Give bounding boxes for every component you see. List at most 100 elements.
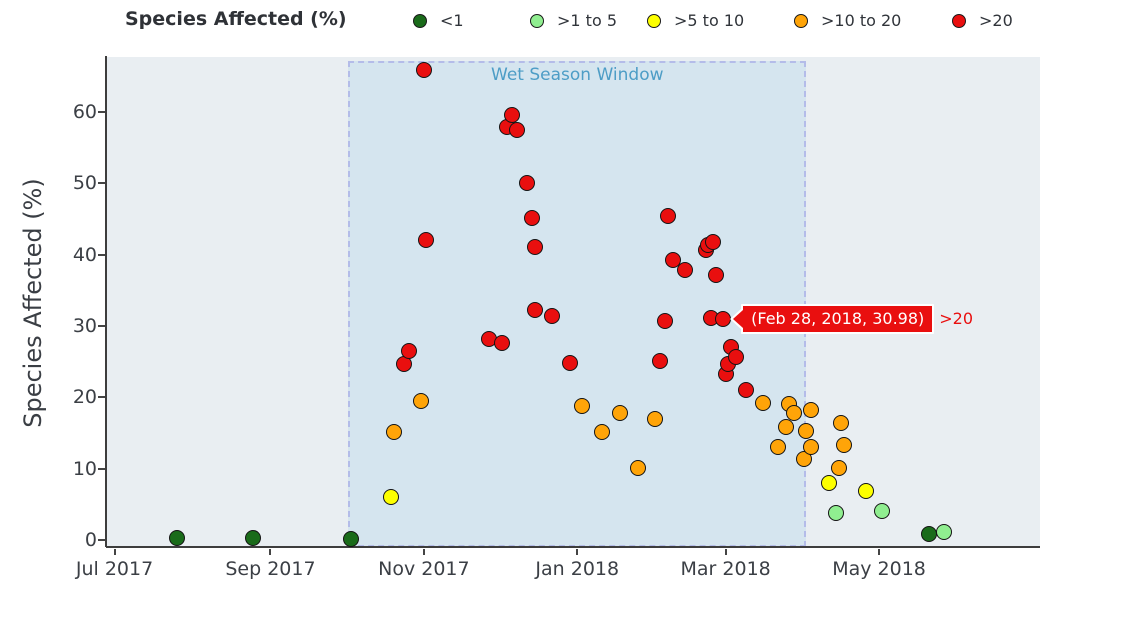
data-point[interactable] — [835, 437, 852, 454]
data-point[interactable] — [755, 394, 772, 411]
y-tick-mark — [98, 110, 105, 113]
data-point[interactable] — [526, 238, 543, 255]
y-tick-label: 50 — [72, 172, 97, 195]
y-tick-mark — [98, 538, 105, 541]
data-point[interactable] — [873, 502, 890, 519]
data-point[interactable] — [561, 355, 578, 372]
data-point[interactable] — [503, 106, 520, 123]
legend-item-label: >1 to 5 — [557, 11, 617, 30]
data-point[interactable] — [727, 348, 744, 365]
y-tick-mark — [98, 396, 105, 399]
data-point[interactable] — [652, 352, 669, 369]
x-tick-mark — [724, 549, 727, 555]
data-point[interactable] — [493, 335, 510, 352]
data-point[interactable] — [803, 439, 820, 456]
hover-tooltip: (Feb 28, 2018, 30.98) >20 — [730, 303, 974, 335]
data-point[interactable] — [785, 404, 802, 421]
legend-item-label: >10 to 20 — [821, 11, 902, 30]
x-axis-line — [106, 546, 1040, 548]
x-tick-label: Nov 2017 — [378, 558, 470, 580]
x-tick-mark — [113, 549, 116, 555]
data-point[interactable] — [798, 422, 815, 439]
legend-swatch-icon — [794, 13, 808, 28]
legend-swatch-icon — [413, 13, 427, 28]
y-tick-mark — [98, 182, 105, 185]
x-tick-mark — [422, 549, 425, 555]
data-point[interactable] — [342, 530, 359, 547]
data-point[interactable] — [415, 61, 432, 78]
legend-item-2[interactable]: >1 to 5 — [530, 11, 617, 30]
data-point[interactable] — [385, 424, 402, 441]
data-point[interactable] — [830, 459, 847, 476]
legend-item-label: >20 — [979, 11, 1013, 30]
x-tick-mark — [576, 549, 579, 555]
y-tick-label: 60 — [72, 100, 97, 123]
y-tick-label: 10 — [72, 457, 97, 480]
data-point[interactable] — [715, 310, 732, 327]
data-point[interactable] — [544, 307, 561, 324]
data-point[interactable] — [244, 529, 261, 546]
legend-item-1[interactable]: <1 — [413, 11, 464, 30]
y-axis-line — [105, 56, 107, 547]
y-tick-label: 30 — [72, 314, 97, 337]
legend-item-label: <1 — [440, 11, 464, 30]
data-point[interactable] — [707, 266, 724, 283]
data-point[interactable] — [659, 208, 676, 225]
data-point[interactable] — [657, 312, 674, 329]
x-tick-label: Sep 2017 — [225, 558, 316, 580]
wet-season-window — [348, 61, 807, 547]
data-point[interactable] — [574, 397, 591, 414]
data-point[interactable] — [778, 419, 794, 436]
data-point[interactable] — [524, 210, 540, 227]
data-point[interactable] — [803, 402, 820, 419]
y-tick-mark — [98, 467, 105, 470]
data-point[interactable] — [828, 504, 845, 521]
data-point[interactable] — [508, 121, 525, 138]
y-tick-label: 0 — [84, 528, 97, 551]
y-tick-label: 20 — [72, 386, 97, 409]
data-point[interactable] — [820, 474, 837, 491]
data-point[interactable] — [418, 231, 435, 248]
x-tick-mark — [878, 549, 881, 555]
legend-item-3[interactable]: >5 to 10 — [647, 11, 744, 30]
tooltip-series-label: >20 — [939, 309, 974, 329]
data-point[interactable] — [612, 404, 629, 421]
legend-swatch-icon — [952, 13, 966, 28]
y-axis-title: Species Affected (%) — [19, 178, 47, 428]
data-point[interactable] — [770, 439, 787, 456]
data-point[interactable] — [169, 529, 186, 546]
data-point[interactable] — [664, 251, 681, 268]
data-point[interactable] — [737, 382, 754, 399]
x-tick-mark — [269, 549, 272, 555]
tooltip-arrow-icon — [733, 309, 744, 328]
data-point[interactable] — [413, 392, 430, 409]
legend-title: Species Affected (%) — [125, 8, 347, 30]
legend-item-5[interactable]: >20 — [952, 11, 1013, 30]
data-point[interactable] — [833, 414, 850, 431]
data-point[interactable] — [518, 175, 535, 192]
x-tick-label: May 2018 — [832, 558, 926, 580]
data-point[interactable] — [526, 302, 543, 319]
x-tick-label: Mar 2018 — [680, 558, 771, 580]
data-point[interactable] — [400, 342, 417, 359]
data-point[interactable] — [858, 482, 875, 499]
legend-swatch-icon — [530, 13, 544, 28]
legend-swatch-icon — [647, 13, 661, 28]
data-point[interactable] — [677, 261, 694, 278]
x-tick-label: Jul 2017 — [75, 558, 154, 580]
legend-item-label: >5 to 10 — [674, 11, 745, 30]
data-point[interactable] — [594, 424, 611, 441]
wet-season-window-label: Wet Season Window — [491, 65, 664, 85]
tooltip-text: (Feb 28, 2018, 30.98) — [741, 303, 935, 334]
data-point[interactable] — [936, 524, 953, 541]
data-point[interactable] — [705, 233, 722, 250]
data-point[interactable] — [629, 459, 646, 476]
y-tick-mark — [98, 324, 105, 327]
data-point[interactable] — [383, 489, 400, 506]
y-tick-mark — [98, 253, 105, 256]
x-tick-label: Jan 2018 — [535, 558, 620, 580]
legend-item-4[interactable]: >10 to 20 — [794, 11, 901, 30]
y-tick-label: 40 — [72, 243, 97, 266]
data-point[interactable] — [647, 410, 664, 427]
